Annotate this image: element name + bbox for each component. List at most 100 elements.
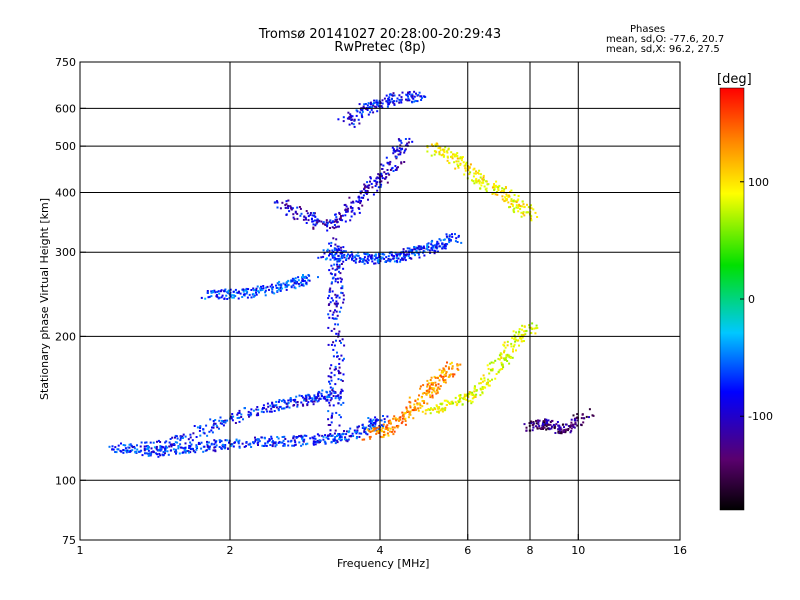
data-point	[542, 425, 545, 428]
data-point	[326, 229, 329, 232]
data-point	[168, 445, 171, 448]
data-point	[438, 406, 441, 409]
data-point	[284, 438, 287, 440]
data-point	[440, 375, 443, 378]
data-point	[404, 148, 407, 151]
data-point	[492, 361, 495, 364]
data-point	[388, 173, 391, 176]
data-point	[287, 204, 290, 207]
data-point	[384, 433, 387, 436]
data-point	[434, 143, 437, 146]
data-point	[479, 187, 482, 190]
data-point	[487, 367, 490, 370]
data-point	[507, 195, 510, 198]
data-point	[459, 156, 462, 159]
data-point	[368, 184, 371, 187]
data-point	[208, 295, 211, 298]
data-point	[456, 241, 459, 243]
data-point	[295, 436, 298, 439]
data-point	[331, 255, 334, 257]
data-point	[351, 255, 354, 258]
data-point	[427, 389, 430, 392]
data-point	[255, 287, 258, 290]
data-point	[250, 289, 253, 291]
data-point	[550, 420, 553, 423]
data-point	[329, 429, 332, 432]
data-point	[378, 254, 381, 257]
data-point	[341, 380, 344, 382]
data-point	[330, 329, 333, 332]
data-point	[271, 290, 274, 293]
data-point	[448, 367, 450, 370]
data-point	[129, 450, 132, 453]
data-point	[133, 447, 136, 450]
data-point	[450, 361, 453, 364]
data-point	[563, 426, 565, 429]
data-point	[436, 391, 439, 394]
data-point	[127, 449, 130, 452]
data-point	[467, 396, 470, 398]
data-point	[368, 254, 371, 256]
data-point	[541, 424, 544, 427]
data-point	[340, 306, 343, 309]
data-point	[426, 247, 429, 250]
data-point	[371, 260, 374, 263]
data-point	[281, 287, 284, 290]
data-point	[417, 407, 420, 410]
data-point	[282, 444, 285, 447]
data-point	[333, 317, 336, 320]
data-point	[439, 374, 442, 377]
data-point	[329, 258, 332, 261]
data-point	[171, 436, 174, 439]
data-point	[453, 161, 456, 164]
data-point	[399, 144, 402, 147]
data-point	[333, 258, 336, 261]
data-point	[570, 418, 573, 421]
data-point	[331, 290, 334, 293]
data-point	[394, 169, 397, 171]
data-point	[390, 167, 393, 170]
data-point	[335, 238, 338, 241]
data-point	[114, 446, 117, 449]
x-tick-label: 2	[227, 544, 234, 557]
data-point	[407, 141, 410, 144]
data-point	[179, 439, 182, 442]
data-point	[147, 449, 150, 452]
data-point	[335, 332, 338, 335]
data-point	[483, 185, 486, 188]
data-point	[326, 225, 329, 228]
data-point	[159, 445, 162, 448]
data-point	[430, 381, 433, 384]
data-point	[338, 270, 340, 273]
data-point	[430, 154, 433, 157]
data-point	[358, 260, 361, 263]
data-point	[380, 419, 383, 422]
data-point	[369, 425, 372, 428]
data-point	[414, 248, 417, 251]
data-point	[430, 386, 433, 389]
data-point	[174, 436, 176, 439]
data-point	[187, 450, 190, 453]
data-point	[331, 281, 333, 284]
data-point	[267, 405, 270, 408]
data-point	[315, 396, 318, 399]
data-point	[286, 405, 289, 408]
data-point	[515, 201, 518, 204]
data-point	[393, 94, 396, 97]
data-point	[454, 233, 456, 236]
data-point	[270, 435, 273, 438]
data-point	[196, 426, 199, 429]
data-point	[164, 450, 167, 452]
data-point	[296, 403, 299, 406]
data-point	[457, 369, 460, 371]
data-point	[343, 430, 345, 432]
data-point	[351, 253, 354, 256]
data-point	[503, 349, 506, 352]
data-point	[111, 448, 114, 451]
data-point	[265, 408, 268, 411]
data-point	[338, 438, 341, 440]
data-point	[289, 397, 292, 399]
data-point	[283, 443, 286, 446]
data-point	[246, 296, 249, 299]
y-tick-label: 500	[55, 140, 76, 153]
